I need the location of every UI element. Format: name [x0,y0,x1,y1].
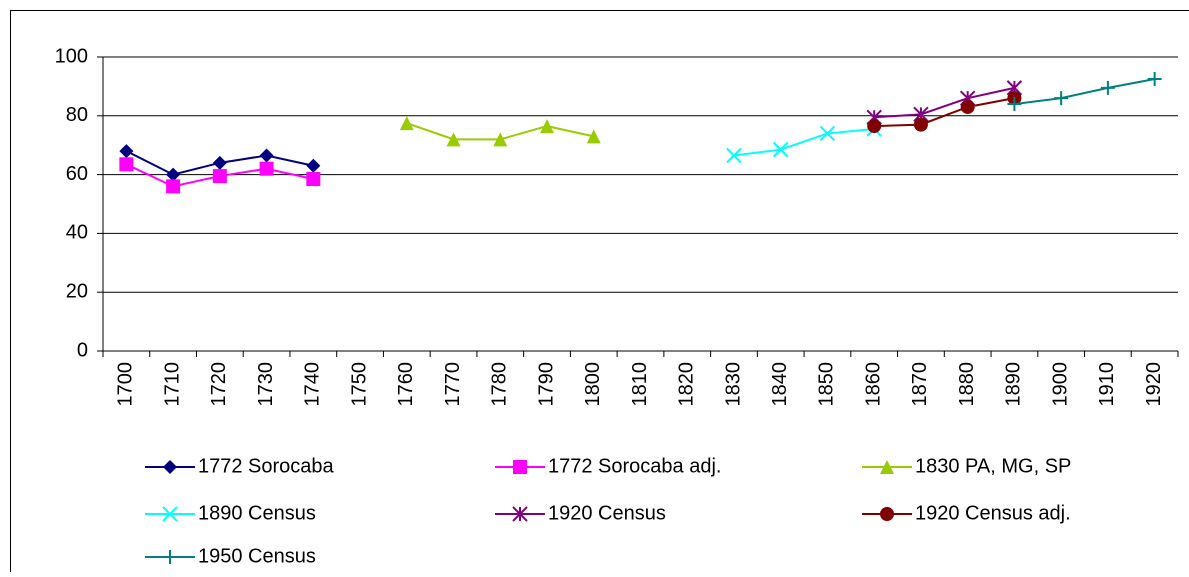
data-point [961,100,975,114]
legend-label: 1920 Census [548,502,666,524]
x-tick-label: 1750 [348,362,370,407]
data-point [867,119,881,133]
x-tick-label: 1790 [535,362,557,407]
legend-label: 1772 Sorocaba adj. [548,455,721,477]
legend-marker [513,460,527,474]
y-tick-label: 40 [66,222,88,244]
legend-label: 1890 Census [198,502,316,524]
legend-label: 1950 Census [198,545,316,567]
y-tick-label: 100 [55,45,88,67]
x-tick-label: 1810 [629,362,651,407]
x-tick-label: 1720 [208,362,230,407]
y-tick-label: 60 [66,163,88,185]
x-tick-label: 1830 [722,362,744,407]
y-tick-label: 0 [77,339,88,361]
x-tick-label: 1770 [442,362,464,407]
y-tick-label: 20 [66,280,88,302]
x-tick-label: 1780 [489,362,511,407]
data-point [119,157,133,171]
legend-label: 1920 Census adj. [915,502,1071,524]
x-tick-label: 1800 [582,362,604,407]
legend-label: 1772 Sorocaba [198,455,335,477]
x-tick-label: 1910 [1096,362,1118,407]
x-tick-label: 1740 [302,362,324,407]
x-tick-label: 1730 [255,362,277,407]
x-tick-label: 1700 [115,362,137,407]
data-point [166,179,180,193]
x-tick-label: 1880 [956,362,978,407]
x-tick-label: 1860 [862,362,884,407]
x-tick-label: 1870 [909,362,931,407]
x-tick-label: 1760 [395,362,417,407]
x-tick-label: 1840 [769,362,791,407]
legend-marker [880,507,894,521]
y-tick-label: 80 [66,104,88,126]
x-tick-label: 1710 [161,362,183,407]
data-point [213,169,227,183]
x-tick-label: 1920 [1143,362,1165,407]
x-tick-label: 1820 [676,362,698,407]
legend-label: 1830 PA, MG, SP [915,455,1071,477]
x-tick-label: 1890 [1003,362,1025,407]
data-point [260,162,274,176]
data-point [914,118,928,132]
x-tick-label: 1850 [816,362,838,407]
data-point [306,172,320,186]
x-tick-label: 1900 [1049,362,1071,407]
